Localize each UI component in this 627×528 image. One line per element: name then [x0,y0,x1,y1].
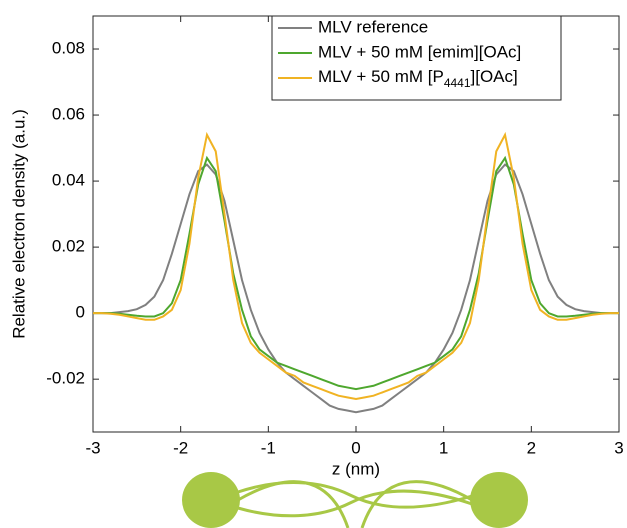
x-tick-label: -3 [85,438,100,457]
legend: MLV reference MLV + 50 mM [emim][OAc] MLV … [271,15,562,101]
x-tick-label: 2 [527,438,536,457]
x-tick-label: 0 [351,438,360,457]
y-tick-label: 0.08 [52,39,85,58]
y-tick-label: 0.06 [52,105,85,124]
x-axis-label: z (nm) [332,459,380,478]
lipid-tail [237,489,473,518]
legend-label: MLV + 50 mM [emim][OAc] [318,42,521,61]
x-tick-label: 1 [439,438,448,457]
y-tick-label: 0.02 [52,237,85,256]
x-tick-label: 3 [614,438,623,457]
lipid-tail [237,480,350,528]
y-tick-label: 0 [76,303,85,322]
data-line [93,155,619,391]
lipid-head [182,472,240,528]
y-tick-label: 0.04 [52,171,85,190]
y-axis-label: Relative electron density (a.u.) [9,109,28,339]
x-tick-label: -2 [173,438,188,457]
data-line [93,131,619,400]
x-tick-label: -1 [261,438,276,457]
y-tick-label: -0.02 [46,369,85,388]
legend-box [271,15,562,101]
legend-label: MLV + 50 mM [P4441][OAc] [318,67,518,90]
lipid-illustration [237,480,473,528]
legend-label: MLV reference [318,17,428,36]
data-line [93,163,619,414]
lipid-tail [360,480,473,528]
lipid-head [470,472,528,528]
